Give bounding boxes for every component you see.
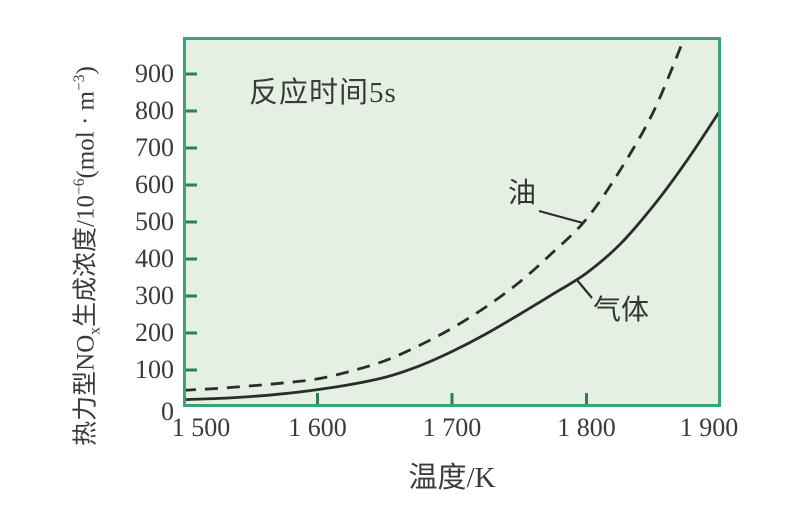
plot-background xyxy=(183,37,721,407)
y-axis-title-units: (mol · m xyxy=(72,91,100,179)
curve-oil xyxy=(183,37,686,392)
nox-subscript: x xyxy=(86,326,104,335)
exponent-minus-3: −3 xyxy=(71,74,88,92)
x-axis-title: 温度/K xyxy=(408,462,496,494)
plot-area: 反应时间5s 油气体 xyxy=(183,37,721,407)
y-tick-label: 700 xyxy=(135,133,174,162)
y-tick-label: 200 xyxy=(135,318,174,347)
y-tick-label: 100 xyxy=(135,355,174,384)
chart-canvas xyxy=(183,37,721,407)
curve-gas xyxy=(183,108,721,401)
leader-line xyxy=(576,279,593,299)
x-tick-label: 1 700 xyxy=(422,413,482,442)
y-tick-label: 800 xyxy=(135,96,174,125)
y-tick-label: 300 xyxy=(135,281,174,310)
curve-label-oil: 油 xyxy=(508,178,537,209)
exponent-minus-6: −6 xyxy=(71,178,88,196)
plot-border xyxy=(183,37,721,407)
y-tick-label: 0 xyxy=(161,397,174,426)
y-tick-label: 400 xyxy=(135,244,174,273)
y-tick-label: 500 xyxy=(135,207,174,236)
y-axis-title: 热力型NOx生成浓度/10−6(mol · m−3) xyxy=(64,46,103,466)
x-tick-label: 1 900 xyxy=(679,413,739,442)
annotation-reaction-time: 反应时间5s xyxy=(249,77,397,109)
x-tick-label: 1 600 xyxy=(288,413,347,442)
curve-label-gas: 气体 xyxy=(593,295,650,326)
y-tick-label: 600 xyxy=(135,170,174,199)
leader-line xyxy=(538,209,584,225)
x-tick-label: 1 500 xyxy=(171,413,231,442)
y-tick-label: 900 xyxy=(135,59,174,88)
x-tick-label: 1 800 xyxy=(557,413,616,442)
y-axis-title-text: 生成浓度/10 xyxy=(72,195,100,327)
y-axis-title-text: 热力型NO xyxy=(72,334,100,446)
y-axis-title-units-close: ) xyxy=(72,66,100,75)
